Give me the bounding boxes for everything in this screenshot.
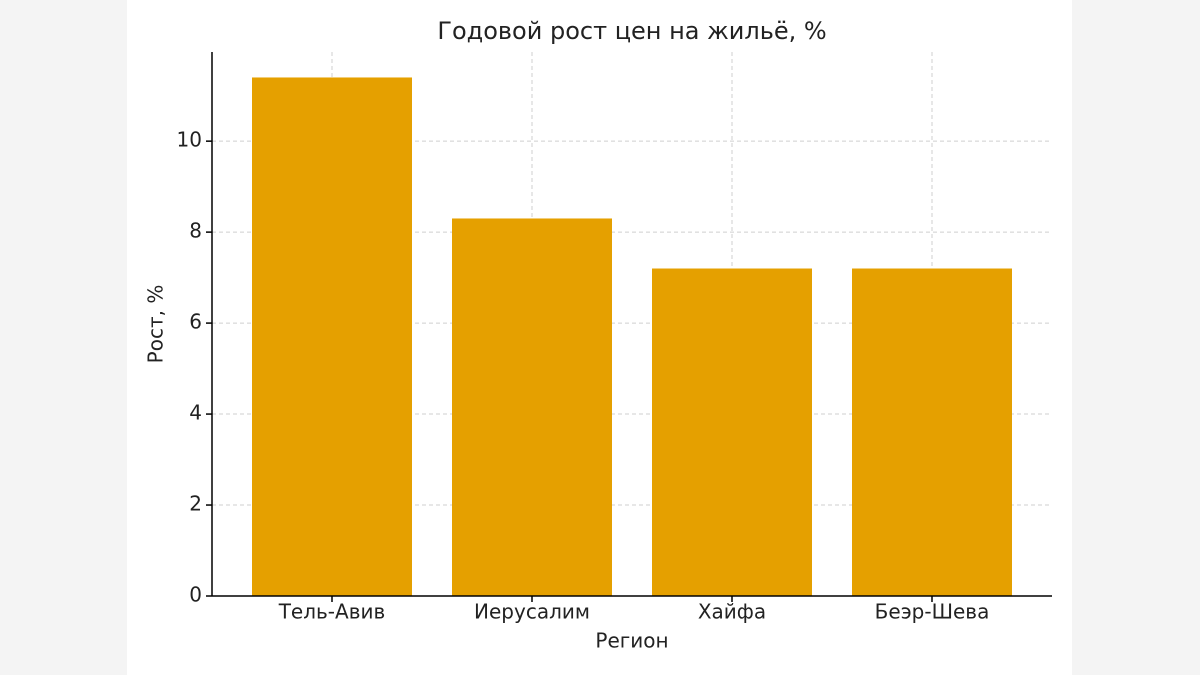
y-tick-label: 10 <box>177 128 202 152</box>
bar <box>452 218 612 596</box>
y-tick-label: 6 <box>189 310 202 334</box>
y-tick-label: 0 <box>189 583 202 607</box>
y-tick-label: 2 <box>189 492 202 516</box>
bar <box>652 268 812 596</box>
y-axis-label: Рост, % <box>144 285 168 364</box>
y-tick-label: 8 <box>189 219 202 243</box>
chart-title: Годовой рост цен на жильё, % <box>437 17 826 45</box>
x-tick-label: Иерусалим <box>474 600 590 624</box>
x-axis-label: Регион <box>595 629 668 653</box>
bar <box>852 268 1012 596</box>
x-tick-label: Хайфа <box>698 600 766 624</box>
x-tick-label: Тель-Авив <box>278 600 386 624</box>
bar <box>252 77 412 597</box>
y-tick-label: 4 <box>189 401 202 425</box>
x-tick-label: Беэр-Шева <box>875 600 990 624</box>
